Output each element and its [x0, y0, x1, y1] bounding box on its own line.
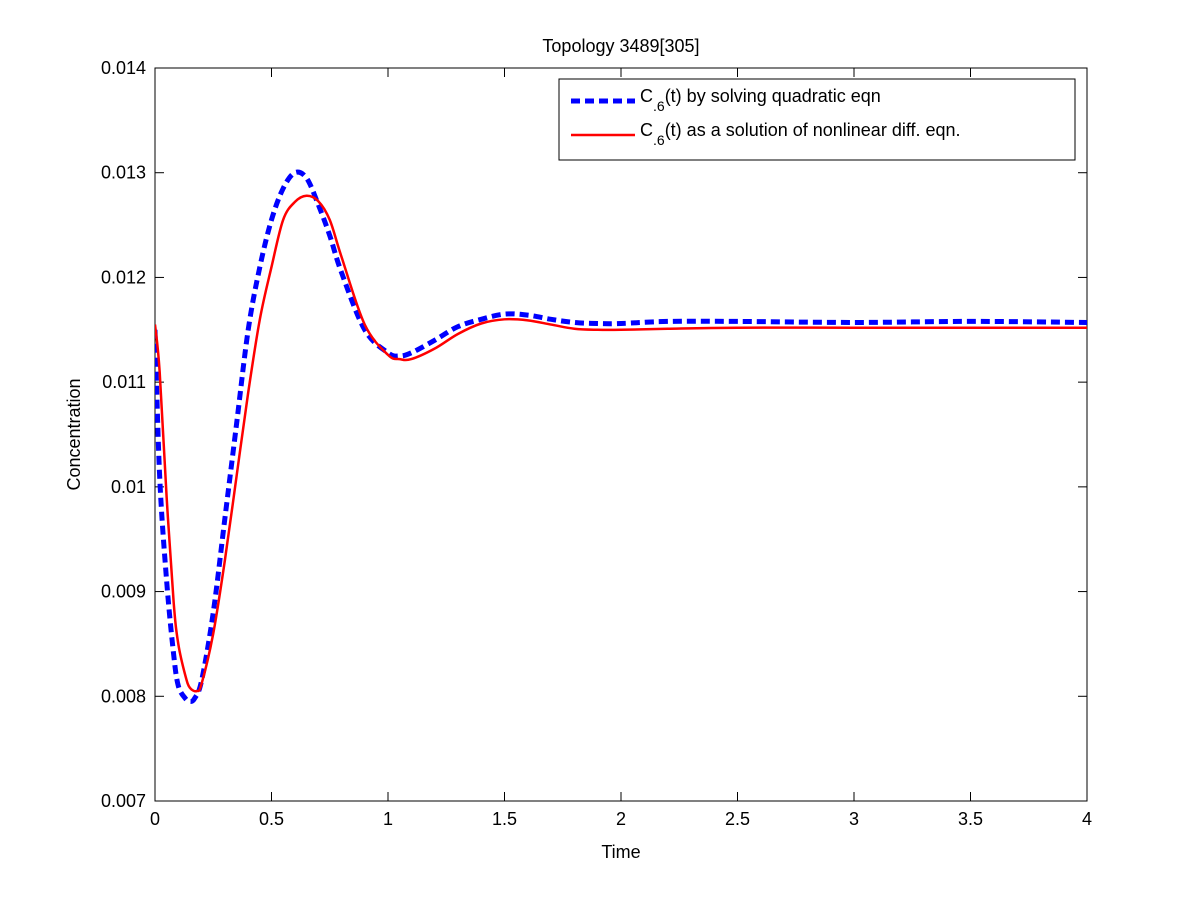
legend-box — [558, 78, 1076, 161]
y-tick-label: 0.011 — [102, 372, 146, 392]
y-tick-label: 0.013 — [101, 163, 146, 183]
x-axis-label: Time — [601, 842, 640, 862]
x-tick-label: 0.5 — [259, 809, 284, 829]
x-tick-label: 4 — [1082, 809, 1092, 829]
axes-box — [154, 67, 1088, 802]
y-tick-label: 0.008 — [101, 686, 146, 706]
y-tick-label: 0.01 — [111, 477, 146, 497]
x-tick-label: 2 — [616, 809, 626, 829]
y-axis-label: Concentration — [64, 378, 84, 490]
chart-title: Topology 3489[305] — [542, 36, 699, 56]
legend-entry-2: C.6(t) as a solution of nonlinear diff. … — [640, 120, 961, 148]
x-tick-label: 3.5 — [958, 809, 983, 829]
legend-entry-1: C.6(t) by solving quadratic eqn — [640, 86, 881, 114]
plot-area — [154, 67, 1088, 802]
x-tick-label: 0 — [150, 809, 160, 829]
axis-ticks: 0 0.5 1 1.5 2 2.5 3 3.5 4 0.007 0.008 0.009 0.01 0.01… — [101, 58, 1092, 829]
series-layer — [155, 169, 1087, 705]
legend: C.6(t) by solving quadratic eqn C.6(t) as… — [558, 78, 1076, 161]
y-tick-label: 0.012 — [101, 267, 146, 287]
y-tick-label: 0.007 — [101, 791, 146, 811]
x-tick-label: 3 — [849, 809, 859, 829]
x-tick-label: 1.5 — [492, 809, 517, 829]
series-line-2 — [155, 194, 1087, 693]
x-tick-label: 2.5 — [725, 809, 750, 829]
x-tick-label: 1 — [383, 809, 393, 829]
y-tick-label: 0.014 — [101, 58, 146, 78]
y-tick-label: 0.009 — [101, 582, 146, 602]
